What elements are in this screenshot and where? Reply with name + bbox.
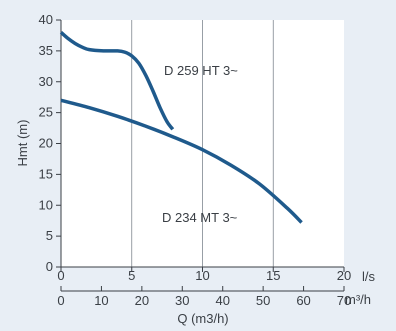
x-unit-m3h: m³/h: [345, 292, 371, 307]
x-tick-label-ls: 0: [57, 268, 64, 283]
x-unit-ls: l/s: [362, 269, 376, 284]
y-tick-label: 15: [39, 166, 53, 181]
series-curves: [59, 31, 303, 224]
x-tick-label-m3h: 70: [337, 293, 351, 308]
y-tick-label: 30: [39, 74, 53, 89]
grid-lines: [131, 20, 274, 267]
y-tick-label: 40: [39, 12, 53, 27]
x-tick-label-ls: 10: [195, 268, 209, 283]
x-tick-label-m3h: 20: [135, 293, 149, 308]
x-tick-label-ls: 15: [266, 268, 280, 283]
x-tick-labels-m3h: 0 10 20 30 40 50 60 70: [57, 293, 351, 308]
x-tick-label-ls: 5: [128, 268, 135, 283]
x-tick-label-m3h: 30: [175, 293, 189, 308]
curve-label-d234: D 234 MT 3~: [162, 210, 238, 225]
y-tick-labels: 0 5 10 15 20 25 30 35 40: [39, 12, 53, 274]
y-tick-label: 25: [39, 105, 53, 120]
series-line-d234-mt: [60, 98, 303, 224]
x-tick-labels-ls: 0 5 10 15 20: [57, 268, 351, 283]
x-tick-label-m3h: 10: [94, 293, 108, 308]
y-axis-label: Hmt (m): [15, 120, 30, 167]
y-tick-label: 10: [39, 197, 53, 212]
x-tick-label-m3h: 0: [57, 293, 64, 308]
y-tick-label: 35: [39, 43, 53, 58]
x-tick-label-m3h: 40: [215, 293, 229, 308]
curve-label-d259: D 259 HT 3~: [164, 63, 238, 78]
x-tick-label-m3h: 50: [256, 293, 270, 308]
axes: [56, 19, 345, 292]
y-tick-label: 5: [46, 228, 53, 243]
x-tick-label-ls: 20: [337, 268, 351, 283]
y-tick-label: 0: [46, 259, 53, 274]
x-tick-label-m3h: 60: [296, 293, 310, 308]
y-tick-label: 20: [39, 136, 53, 151]
series-line-d259-ht: [59, 31, 175, 131]
x-axis-label: Q (m3/h): [177, 311, 228, 326]
